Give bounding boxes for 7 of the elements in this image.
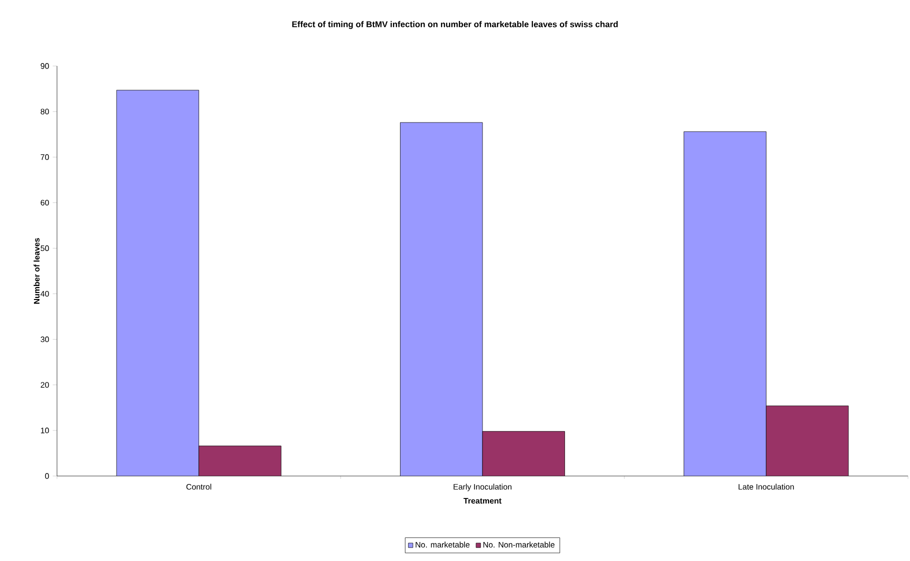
bar: [400, 122, 483, 476]
bar: [766, 406, 849, 476]
bar: [482, 431, 565, 476]
chart-title: Effect of timing of BtMV infection on number of marketable leaves of swiss chard: [292, 21, 618, 29]
bar: [684, 131, 766, 476]
bar: [116, 90, 199, 476]
bar: [198, 446, 282, 476]
